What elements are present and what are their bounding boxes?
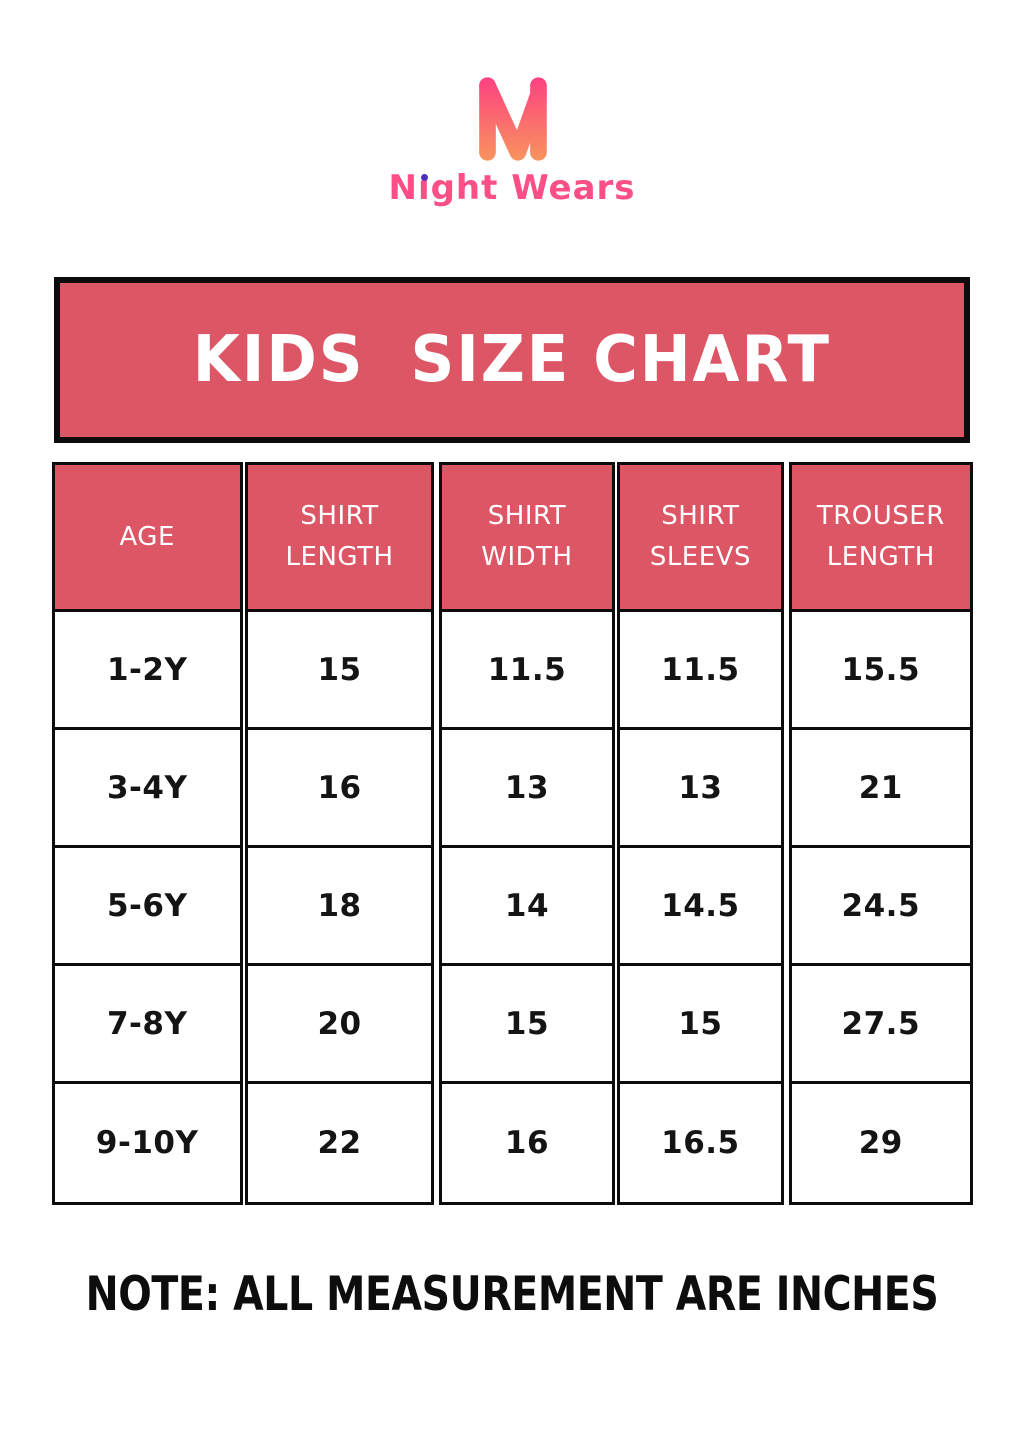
title-banner: KIDS SIZE CHART: [54, 277, 970, 444]
wordmark-i: ı: [417, 168, 431, 208]
table-cell: 29: [858, 1125, 903, 1162]
column-header: SHIRT WIDTH: [442, 465, 612, 613]
brand-logo: Nı ght Wears: [0, 0, 1024, 207]
table-cell: 27.5: [792, 966, 970, 1085]
table-cell: 16: [504, 1125, 550, 1162]
table-cell: 13: [619, 730, 782, 849]
table-cell: 5-6Y: [54, 848, 240, 967]
table-cell: 24.5: [792, 848, 970, 967]
table-column-shirt-width: SHIRT WIDTH 11.5 13 14 15 16: [439, 462, 615, 1206]
table-cell: 15: [247, 612, 432, 731]
table-cell: 21: [792, 730, 970, 849]
night-wears-monogram-icon: [479, 77, 547, 161]
wordmark-part: ght Wears: [430, 168, 636, 208]
table-column-shirt-sleeves: SHIRT SLEEVS 11.5 13 14.5 15 16.5: [616, 462, 785, 1206]
table-cell: 20: [247, 966, 432, 1085]
wordmark-part: N: [388, 168, 418, 208]
table-cell: 9-10Y: [95, 1125, 199, 1162]
table-column-trouser-length: TROUSER LENGTH 15.5 21 24.5 27.5 29: [789, 462, 973, 1206]
table-cell: 11.5: [619, 612, 782, 731]
table-cell: 14: [442, 848, 612, 967]
column-header: TROUSER LENGTH: [792, 465, 970, 613]
table-cell: 11.5: [442, 612, 612, 731]
purple-i-dot-icon: [421, 174, 429, 181]
page-title: KIDS SIZE CHART: [192, 323, 832, 398]
table-cell: 16.5: [661, 1125, 740, 1162]
table-cell: 1-2Y: [54, 612, 240, 731]
table-cell: 14.5: [619, 848, 782, 967]
table-cell: 22: [317, 1125, 362, 1162]
table-cell: 18: [247, 848, 432, 967]
table-cell: 16: [247, 730, 432, 849]
table-cell: 3-4Y: [54, 730, 240, 849]
table-cell: 15: [619, 966, 782, 1085]
brand-wordmark: Nı ght Wears: [0, 168, 1024, 208]
column-header: SHIRT SLEEVS: [619, 465, 782, 613]
column-header: SHIRT LENGTH: [247, 465, 432, 613]
size-chart-table: AGE 1-2Y 3-4Y 5-6Y 7-8Y 9-10Y SHIRT LENG…: [51, 462, 973, 1206]
column-header: AGE: [54, 465, 240, 613]
table-cell: 7-8Y: [54, 966, 240, 1085]
table-column-age: AGE 1-2Y 3-4Y 5-6Y 7-8Y 9-10Y: [51, 462, 243, 1206]
table-cell: 15.5: [792, 612, 970, 731]
table-column-shirt-length: SHIRT LENGTH 15 16 18 20 22: [244, 462, 435, 1206]
wordmark-part: ı: [417, 168, 431, 208]
table-cell: 13: [442, 730, 612, 849]
measurement-note: NOTE: ALL MEASUREMENT ARE INCHES: [85, 1267, 939, 1323]
table-cell: 15: [442, 966, 612, 1085]
